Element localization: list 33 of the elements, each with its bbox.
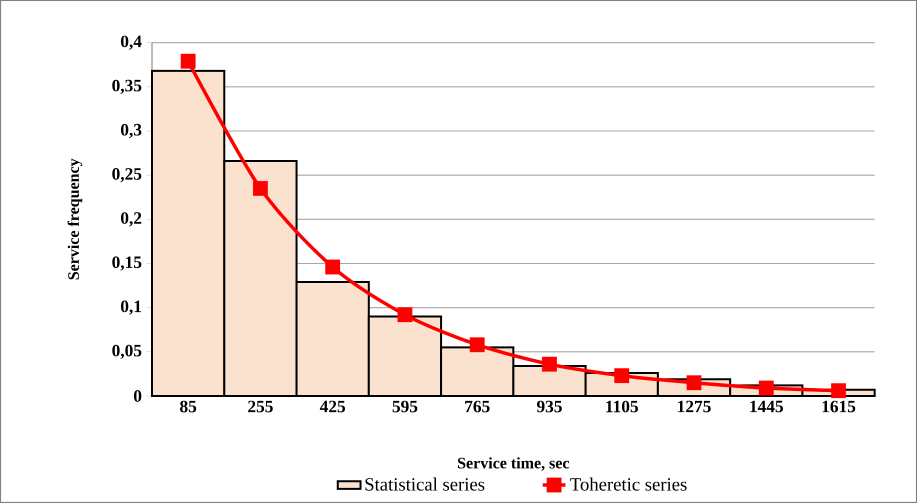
x-tick-label: 935 (536, 400, 562, 412)
y-tick-label: 0,05 (112, 344, 142, 359)
y-tick-label: 0,2 (120, 212, 142, 226)
x-tick-label: 255 (248, 400, 273, 412)
x-tick-label: 1275 (678, 400, 711, 412)
point (614, 368, 630, 384)
y-tick-label: 0,25 (112, 168, 142, 182)
y-tick-label: 0,1 (120, 300, 142, 315)
y-tick-label: 0,3 (120, 124, 142, 138)
x-tick-label: 85 (180, 400, 196, 412)
y-axis-title: Service frequency (68, 158, 82, 280)
legend-label: Statistical series (365, 478, 484, 491)
y-tick-label: 0,4 (120, 36, 142, 50)
point (470, 337, 485, 352)
x-tick-label: 425 (320, 400, 346, 412)
point (542, 356, 557, 372)
x-tick-label: 595 (392, 400, 418, 412)
y-tick-label: 0,35 (112, 80, 142, 94)
point (686, 375, 702, 390)
point (252, 180, 268, 196)
point (180, 54, 196, 69)
x-tick-label: 765 (465, 400, 490, 412)
x-axis-title: Service time, sec (458, 457, 570, 471)
point (758, 380, 774, 396)
point (325, 260, 340, 274)
point (831, 383, 846, 398)
point (398, 307, 412, 322)
x-tick-label: 1445 (750, 400, 783, 412)
x-tick-label: 1105 (606, 400, 638, 412)
legend-label: Toheretic series (570, 478, 687, 491)
y-tick-label: 0 (134, 390, 142, 402)
y-tick-label: 0,15 (112, 256, 142, 271)
x-tick-label: 1615 (822, 400, 856, 412)
